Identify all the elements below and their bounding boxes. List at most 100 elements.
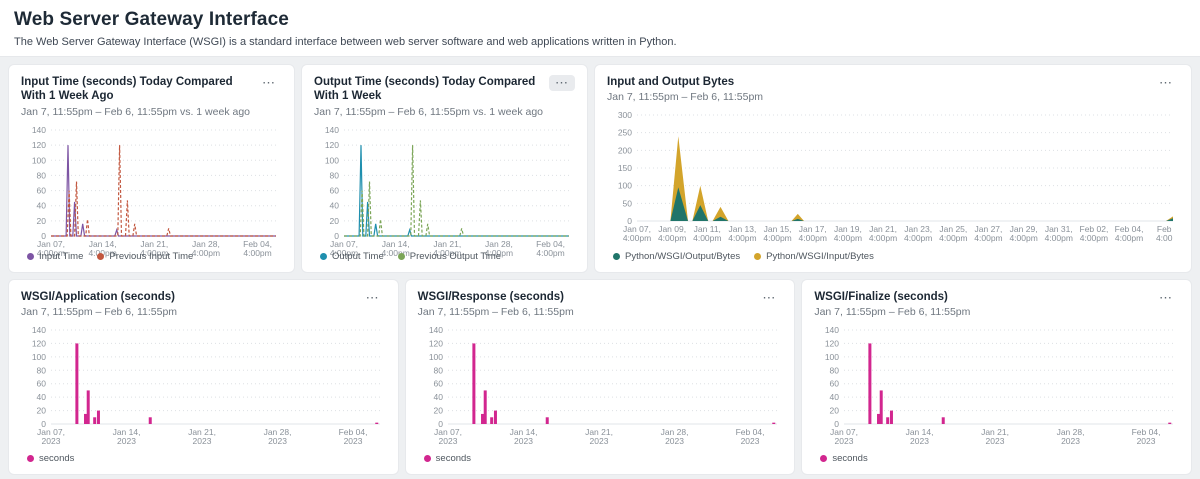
legend-label: Input Time	[39, 251, 84, 262]
panel-time-range: Jan 7, 11:55pm – Feb 6, 11:55pm	[21, 306, 178, 319]
svg-text:2023: 2023	[835, 436, 854, 446]
svg-text:300: 300	[618, 110, 632, 120]
legend-dot-icon	[613, 253, 620, 260]
panel-input-output-bytes: Input and Output Bytes Jan 7, 11:55pm – …	[594, 64, 1192, 273]
legend-item[interactable]: Previous Output Time	[397, 251, 502, 262]
svg-text:Feb: Feb	[1157, 224, 1172, 234]
svg-text:Jan 07,: Jan 07,	[37, 239, 65, 249]
svg-text:Jan 19,: Jan 19,	[834, 224, 862, 234]
panel-time-range: Jan 7, 11:55pm – Feb 6, 11:55pm	[417, 306, 574, 319]
panel-menu-button[interactable]: ⋯	[256, 75, 282, 91]
panel-menu-button[interactable]: ⋯	[1153, 290, 1179, 306]
panel-title: WSGI/Application (seconds)	[21, 291, 175, 303]
svg-text:2023: 2023	[986, 436, 1005, 446]
svg-text:50: 50	[623, 199, 633, 209]
panel-wsgi-finalize: WSGI/Finalize (seconds) Jan 7, 11:55pm –…	[801, 279, 1192, 475]
svg-text:60: 60	[330, 185, 340, 195]
svg-text:Jan 07,: Jan 07,	[623, 224, 651, 234]
svg-text:Jan 28,: Jan 28,	[192, 239, 220, 249]
svg-text:Jan 23,: Jan 23,	[904, 224, 932, 234]
dashboard-row-bottom: WSGI/Application (seconds) Jan 7, 11:55p…	[8, 279, 1192, 475]
svg-text:80: 80	[37, 366, 47, 376]
svg-text:4:00pm: 4:00pm	[904, 233, 932, 243]
svg-text:120: 120	[428, 339, 442, 349]
page-subtitle: The Web Server Gateway Interface (WSGI) …	[14, 36, 677, 48]
svg-text:20: 20	[330, 216, 340, 226]
svg-text:2023: 2023	[438, 436, 457, 446]
panel-output-time: Output Time (seconds) Today Compared Wit…	[301, 64, 588, 273]
page-title: Web Server Gateway Interface	[14, 9, 289, 30]
svg-text:60: 60	[37, 379, 47, 389]
legend-item[interactable]: Previous Input Time	[97, 251, 193, 262]
svg-text:4:00pm: 4:00pm	[974, 233, 1002, 243]
panel-title: WSGI/Response (seconds)	[417, 291, 564, 303]
svg-text:100: 100	[825, 352, 839, 362]
ellipsis-icon: ⋯	[1158, 290, 1173, 305]
svg-text:60: 60	[37, 185, 47, 195]
panel-menu-button[interactable]: ⋯	[756, 290, 782, 306]
svg-text:20: 20	[37, 406, 47, 416]
svg-text:Feb 04,: Feb 04,	[1132, 427, 1161, 437]
svg-text:Feb 04,: Feb 04,	[536, 239, 565, 249]
svg-text:4:00pm: 4:00pm	[381, 248, 409, 258]
chart-legend: seconds	[418, 451, 783, 466]
chart-area: 0 50 100 150 200 250 300 Jan 07, 4:00pm Jan 09, 4:…	[607, 107, 1179, 249]
svg-text:80: 80	[433, 366, 443, 376]
svg-text:Jan 21,: Jan 21,	[140, 239, 168, 249]
svg-text:2023: 2023	[665, 436, 684, 446]
legend-item[interactable]: seconds	[820, 453, 868, 464]
chart-legend: Input Time Previous Input Time	[21, 249, 282, 264]
svg-text:4:00pm: 4:00pm	[37, 248, 65, 258]
panel-header: Input and Output Bytes Jan 7, 11:55pm – …	[607, 75, 1179, 103]
svg-text:Jan 21,: Jan 21,	[981, 427, 1009, 437]
svg-text:Jan 28,: Jan 28,	[264, 427, 292, 437]
svg-text:Jan 28,: Jan 28,	[660, 427, 688, 437]
legend-item[interactable]: Output Time	[320, 251, 384, 262]
legend-item[interactable]: Python/WSGI/Input/Bytes	[754, 251, 874, 262]
panel-menu-button[interactable]: ⋯	[360, 290, 386, 306]
legend-item[interactable]: Python/WSGI/Output/Bytes	[613, 251, 740, 262]
svg-text:4:00pm: 4:00pm	[1080, 233, 1108, 243]
svg-text:80: 80	[37, 170, 47, 180]
svg-text:120: 120	[32, 140, 46, 150]
svg-text:20: 20	[830, 406, 840, 416]
legend-item[interactable]: seconds	[27, 453, 74, 464]
svg-text:Jan 15,: Jan 15,	[764, 224, 792, 234]
panel-menu-button[interactable]: ⋯	[1153, 75, 1179, 91]
svg-text:20: 20	[37, 216, 47, 226]
svg-text:120: 120	[32, 339, 46, 349]
svg-text:Feb 02,: Feb 02,	[1080, 224, 1109, 234]
chart-legend: seconds	[814, 451, 1179, 466]
ellipsis-icon: ⋯	[365, 290, 380, 305]
svg-text:4:00pm: 4:00pm	[763, 233, 791, 243]
svg-text:80: 80	[830, 366, 840, 376]
svg-text:40: 40	[37, 393, 47, 403]
svg-text:0: 0	[835, 419, 840, 429]
legend-item[interactable]: seconds	[423, 453, 471, 464]
svg-text:80: 80	[330, 170, 340, 180]
legend-dot-icon	[320, 253, 327, 260]
legend-label: Previous Output Time	[409, 251, 502, 262]
svg-text:4:00: 4:00	[1156, 233, 1173, 243]
svg-text:120: 120	[825, 339, 839, 349]
svg-text:100: 100	[618, 181, 632, 191]
legend-item[interactable]: Input Time	[27, 251, 83, 262]
svg-text:Jan 28,: Jan 28,	[485, 239, 513, 249]
panel-menu-button[interactable]: ⋯	[549, 75, 575, 91]
svg-text:4:00pm: 4:00pm	[658, 233, 686, 243]
svg-text:Jan 21,: Jan 21,	[433, 239, 461, 249]
legend-label: Previous Input Time	[109, 251, 194, 262]
svg-text:4:00pm: 4:00pm	[433, 248, 461, 258]
svg-text:Jan 07,: Jan 07,	[830, 427, 858, 437]
svg-text:Jan 25,: Jan 25,	[939, 224, 967, 234]
svg-text:4:00pm: 4:00pm	[623, 233, 651, 243]
legend-label: seconds	[832, 453, 868, 464]
svg-text:100: 100	[428, 352, 442, 362]
svg-text:100: 100	[32, 352, 46, 362]
svg-text:100: 100	[325, 155, 339, 165]
svg-text:40: 40	[37, 200, 47, 210]
svg-text:2023: 2023	[1137, 436, 1156, 446]
